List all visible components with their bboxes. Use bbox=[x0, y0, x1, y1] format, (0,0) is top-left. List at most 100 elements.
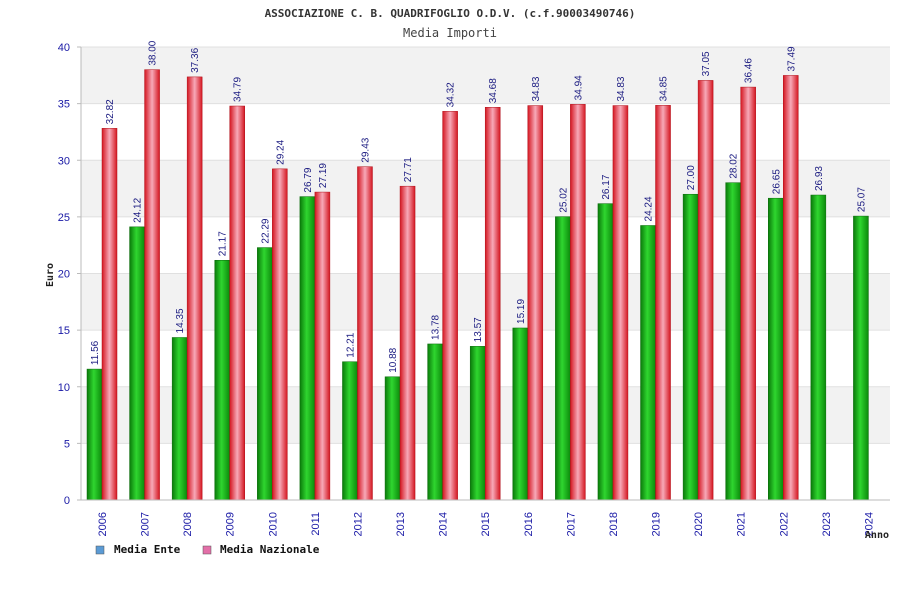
value-label-ente-2021: 28.02 bbox=[729, 153, 740, 178]
bar-nazionale-2017 bbox=[570, 104, 586, 501]
x-tick-label-2018: 2018 bbox=[608, 512, 620, 536]
value-label-ente-2015: 13.57 bbox=[473, 317, 484, 342]
x-tick-label-2006: 2006 bbox=[97, 512, 109, 536]
x-tick-label-2021: 2021 bbox=[736, 512, 748, 536]
chart-title: ASSOCIAZIONE C. B. QUADRIFOGLIO O.D.V. (… bbox=[265, 7, 636, 20]
y-tick-label: 35 bbox=[58, 99, 70, 111]
legend-label-media-nazionale: Media Nazionale bbox=[220, 543, 320, 556]
value-label-nazionale-2014: 34.32 bbox=[446, 82, 457, 107]
value-label-ente-2009: 21.17 bbox=[218, 231, 229, 256]
bar-ente-2014 bbox=[427, 343, 443, 501]
x-tick-label-2016: 2016 bbox=[523, 512, 535, 536]
value-label-ente-2017: 25.02 bbox=[558, 187, 569, 212]
y-tick-label: 25 bbox=[58, 212, 70, 224]
bar-nazionale-2021 bbox=[740, 86, 756, 501]
bar-ente-2022 bbox=[768, 197, 784, 501]
bar-nazionale-2018 bbox=[612, 105, 629, 501]
value-label-ente-2020: 27.00 bbox=[686, 165, 697, 190]
value-label-nazionale-2016: 34.83 bbox=[531, 76, 542, 101]
x-tick-label-2010: 2010 bbox=[267, 512, 279, 536]
value-label-nazionale-2019: 34.85 bbox=[659, 76, 670, 101]
value-label-nazionale-2017: 34.94 bbox=[573, 75, 584, 100]
y-tick-label: 15 bbox=[58, 325, 70, 337]
bar-ente-2020 bbox=[682, 193, 699, 501]
bar-ente-2012 bbox=[342, 361, 358, 501]
x-tick-label-2012: 2012 bbox=[352, 512, 364, 536]
value-label-nazionale-2013: 27.71 bbox=[403, 157, 414, 182]
value-label-nazionale-2021: 36.46 bbox=[744, 58, 755, 83]
chart-subtitle: Media Importi bbox=[403, 26, 497, 40]
x-tick-label-2022: 2022 bbox=[778, 512, 790, 536]
value-label-nazionale-2006: 32.82 bbox=[105, 99, 116, 124]
x-tick-label-2017: 2017 bbox=[565, 512, 577, 536]
bar-nazionale-2009 bbox=[229, 105, 245, 501]
bar-ente-2024 bbox=[853, 215, 869, 501]
x-tick-label-2007: 2007 bbox=[140, 512, 152, 536]
legend: Media Ente Media Nazionale bbox=[95, 543, 320, 556]
y-tick-label: 20 bbox=[58, 269, 70, 281]
bar-ente-2006 bbox=[86, 368, 103, 501]
value-label-ente-2007: 24.12 bbox=[133, 197, 144, 222]
bar-ente-2019 bbox=[640, 225, 656, 501]
x-axis-label: Anno bbox=[865, 530, 889, 541]
legend-swatch-media-ente bbox=[95, 545, 105, 555]
value-label-nazionale-2020: 37.05 bbox=[701, 51, 712, 76]
value-label-ente-2013: 10.88 bbox=[388, 347, 399, 372]
bar-nazionale-2007 bbox=[144, 69, 160, 501]
bar-ente-2009 bbox=[214, 259, 230, 501]
bar-nazionale-2006 bbox=[101, 128, 118, 501]
x-tick-label-2015: 2015 bbox=[480, 512, 492, 536]
bar-nazionale-2015 bbox=[484, 106, 501, 501]
bar-ente-2015 bbox=[469, 346, 486, 501]
x-axis-ticks: 2006 2007 2008 2009 2010 2011 2012 2013 2014 2015… bbox=[97, 512, 875, 536]
legend-swatch-media-nazionale bbox=[202, 545, 212, 555]
value-label-ente-2008: 14.35 bbox=[175, 308, 186, 333]
y-axis-ticks: 0 5 10 15 20 25 30 35 40 bbox=[58, 42, 81, 507]
value-label-nazionale-2008: 37.36 bbox=[190, 47, 201, 72]
y-tick-label: 40 bbox=[58, 42, 70, 54]
value-labels: 11.56 32.82 24.12 38.00 14.35 37.36 21.17 34.79… bbox=[90, 40, 867, 373]
value-label-ente-2011: 26.79 bbox=[303, 167, 314, 192]
x-tick-label-2019: 2019 bbox=[651, 512, 663, 536]
value-label-ente-2006: 11.56 bbox=[90, 340, 101, 365]
bar-ente-2013 bbox=[384, 376, 401, 501]
value-label-nazionale-2015: 34.68 bbox=[488, 78, 499, 103]
bar-ente-2017 bbox=[555, 216, 571, 501]
value-label-nazionale-2007: 38.00 bbox=[148, 40, 159, 65]
value-label-ente-2018: 26.17 bbox=[601, 174, 612, 199]
y-tick-label: 5 bbox=[64, 438, 70, 450]
value-label-ente-2016: 15.19 bbox=[516, 299, 527, 324]
bar-ente-2010 bbox=[257, 247, 273, 501]
x-tick-label-2008: 2008 bbox=[182, 512, 194, 536]
value-label-nazionale-2012: 29.43 bbox=[360, 137, 371, 162]
x-tick-label-2024: 2024 bbox=[863, 512, 875, 536]
bar-ente-2016 bbox=[512, 327, 529, 501]
value-label-ente-2022: 26.65 bbox=[771, 169, 782, 194]
legend-label-media-ente: Media Ente bbox=[114, 543, 181, 556]
bar-ente-2023 bbox=[810, 194, 827, 501]
bar-nazionale-2008 bbox=[186, 76, 203, 501]
bar-ente-2007 bbox=[129, 226, 145, 501]
x-tick-label-2020: 2020 bbox=[693, 512, 705, 536]
value-label-nazionale-2009: 34.79 bbox=[233, 77, 244, 102]
y-axis-label: Euro bbox=[45, 263, 56, 287]
value-label-nazionale-2018: 34.83 bbox=[616, 76, 627, 101]
bar-nazionale-2019 bbox=[655, 105, 671, 501]
bar-nazionale-2013 bbox=[399, 185, 416, 501]
value-label-ente-2024: 25.07 bbox=[856, 187, 867, 212]
value-label-ente-2010: 22.29 bbox=[260, 218, 271, 243]
bar-nazionale-2016 bbox=[527, 105, 544, 501]
bar-nazionale-2011 bbox=[314, 191, 331, 501]
x-tick-label-2009: 2009 bbox=[225, 512, 237, 536]
x-tick-label-2014: 2014 bbox=[438, 512, 450, 536]
value-label-nazionale-2011: 27.19 bbox=[318, 163, 329, 188]
value-label-nazionale-2010: 29.24 bbox=[275, 139, 286, 164]
bar-nazionale-2022 bbox=[783, 75, 799, 501]
value-label-nazionale-2022: 37.49 bbox=[786, 46, 797, 71]
value-label-ente-2014: 13.78 bbox=[431, 314, 442, 339]
bar-ente-2008 bbox=[171, 337, 188, 501]
bar-nazionale-2012 bbox=[357, 166, 373, 501]
bar-nazionale-2014 bbox=[442, 111, 458, 501]
value-label-ente-2023: 26.93 bbox=[814, 166, 825, 191]
